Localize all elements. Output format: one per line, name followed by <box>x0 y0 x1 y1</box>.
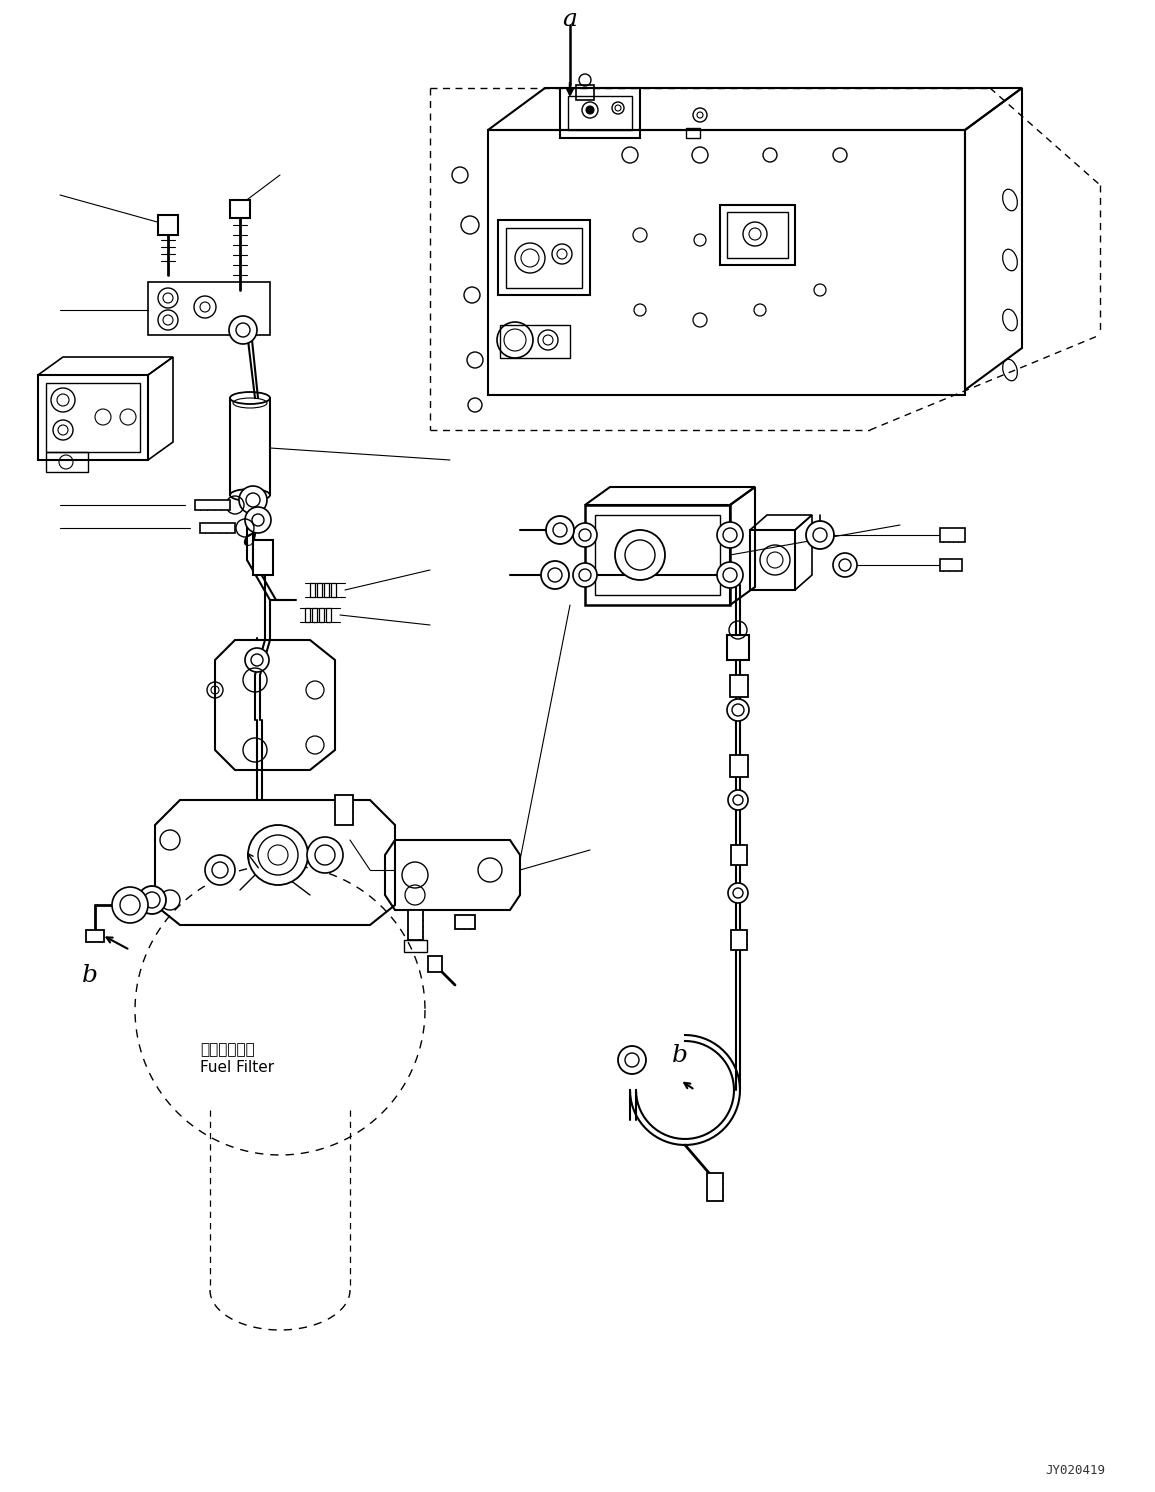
Text: Fuel Filter: Fuel Filter <box>200 1061 274 1076</box>
Circle shape <box>573 524 597 548</box>
Text: a: a <box>562 9 578 31</box>
Bar <box>200 524 234 533</box>
Circle shape <box>541 561 569 589</box>
Circle shape <box>728 883 748 903</box>
Circle shape <box>833 554 857 577</box>
Bar <box>230 200 249 218</box>
Circle shape <box>239 486 267 515</box>
Bar <box>404 940 427 952</box>
Bar <box>576 85 594 100</box>
Bar <box>408 910 423 940</box>
Bar <box>319 609 325 622</box>
Bar <box>325 583 329 597</box>
Bar <box>455 915 475 930</box>
Bar <box>326 609 331 622</box>
Circle shape <box>728 789 748 810</box>
Bar <box>253 540 273 574</box>
Circle shape <box>307 837 343 873</box>
Circle shape <box>573 562 597 586</box>
Bar <box>940 528 964 542</box>
Text: a: a <box>243 528 258 552</box>
Bar <box>310 583 315 597</box>
Bar <box>312 609 316 622</box>
Text: b: b <box>82 964 98 986</box>
Bar <box>686 128 700 137</box>
Bar <box>731 844 747 865</box>
Bar <box>316 583 322 597</box>
Circle shape <box>158 310 178 330</box>
Circle shape <box>717 562 743 588</box>
Circle shape <box>618 1046 646 1074</box>
Circle shape <box>726 698 748 721</box>
Bar <box>335 795 353 825</box>
Bar <box>940 560 962 571</box>
Bar <box>305 609 310 622</box>
Circle shape <box>245 648 269 671</box>
Bar <box>730 755 748 777</box>
Circle shape <box>248 825 308 885</box>
Circle shape <box>546 516 574 545</box>
Circle shape <box>229 316 258 345</box>
Bar <box>158 215 178 236</box>
Circle shape <box>204 855 234 885</box>
Circle shape <box>717 522 743 548</box>
Bar <box>730 674 748 697</box>
Circle shape <box>614 530 665 580</box>
Circle shape <box>158 288 178 307</box>
Circle shape <box>194 295 216 318</box>
Bar <box>726 636 748 659</box>
Text: b: b <box>672 1043 688 1067</box>
Text: 燃料フィルタ: 燃料フィルタ <box>200 1043 255 1058</box>
Circle shape <box>112 888 148 924</box>
Circle shape <box>586 106 594 113</box>
Bar <box>731 930 747 950</box>
Bar <box>331 583 336 597</box>
Circle shape <box>245 507 271 533</box>
Bar <box>429 956 442 971</box>
Bar <box>85 930 104 941</box>
Bar <box>707 1173 723 1201</box>
Circle shape <box>137 886 166 915</box>
Text: JY020419: JY020419 <box>1045 1464 1105 1477</box>
Bar <box>195 500 230 510</box>
Circle shape <box>806 521 834 549</box>
